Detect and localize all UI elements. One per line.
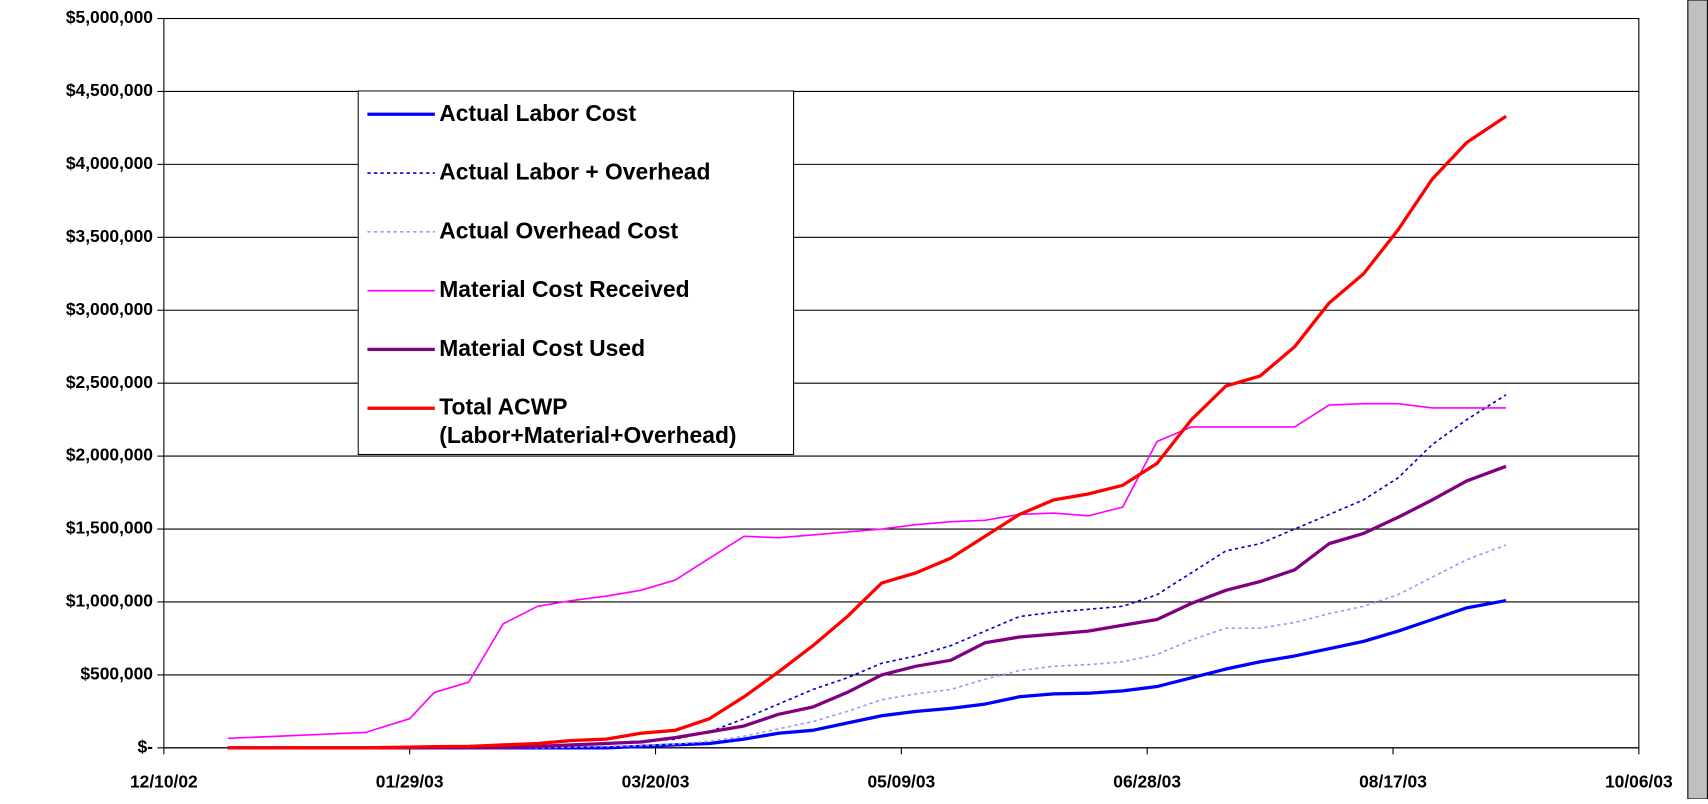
- y-tick-label: $2,500,000: [66, 372, 153, 392]
- legend-label: Actual Overhead Cost: [439, 218, 679, 244]
- legend-item: Actual Labor Cost: [359, 100, 793, 159]
- series-line: [227, 402, 1507, 740]
- x-tick-label: 10/06/03: [1605, 771, 1673, 791]
- legend-label: Actual Labor + Overhead: [439, 160, 711, 186]
- y-tick-label: $-: [137, 736, 153, 756]
- legend-label: Material Cost Received: [439, 277, 690, 303]
- y-tick-label: $3,000,000: [66, 299, 153, 319]
- legend-swatch: [367, 289, 435, 292]
- x-tick-label: 06/28/03: [1113, 771, 1181, 791]
- y-tick-label: $5,000,000: [66, 7, 153, 27]
- y-tick-label: $1,000,000: [66, 591, 153, 611]
- legend-swatch: [367, 406, 435, 410]
- legend-item: Actual Labor + Overhead: [359, 159, 793, 218]
- x-tick-label: 12/10/02: [130, 771, 198, 791]
- legend-swatch: [367, 231, 435, 233]
- series-line: [227, 464, 1507, 750]
- side-panel: [1687, 0, 1708, 800]
- y-tick-label: $4,500,000: [66, 80, 153, 100]
- legend-label: Actual Labor Cost: [439, 101, 637, 127]
- y-tick-label: $500,000: [80, 663, 153, 683]
- series-line: [227, 114, 1507, 750]
- y-tick-label: $1,500,000: [66, 518, 153, 538]
- legend-item: Actual Overhead Cost: [359, 218, 793, 277]
- x-tick-label: 01/29/03: [376, 771, 444, 791]
- legend-swatch: [367, 172, 435, 174]
- legend-label: Total ACWP (Labor+Material+Overhead): [439, 395, 737, 449]
- legend-box: Actual Labor Cost Actual Labor + Overhead…: [357, 90, 795, 456]
- y-tick-label: $2,000,000: [66, 445, 153, 465]
- x-tick-label: 08/17/03: [1359, 771, 1427, 791]
- legend-item: Material Cost Used: [359, 335, 793, 394]
- x-tick-label: 05/09/03: [867, 771, 935, 791]
- plot-frame: [163, 17, 1640, 749]
- y-tick-label: $3,500,000: [66, 226, 153, 246]
- y-tick-label: $4,000,000: [66, 153, 153, 173]
- legend: Actual Labor Cost Actual Labor + Overhead…: [357, 90, 795, 456]
- legend-item: Material Cost Received: [359, 276, 793, 335]
- legend-swatch: [367, 112, 435, 116]
- legend-item: Total ACWP (Labor+Material+Overhead): [359, 394, 793, 453]
- plot-area: $- $500,000 $1,000,000 $1,500,000 $2,000,000…: [66, 7, 1673, 791]
- legend-label: Material Cost Used: [439, 336, 646, 362]
- series-line: [227, 598, 1507, 750]
- legend-swatch: [367, 347, 435, 352]
- x-tick-label: 03/20/03: [622, 771, 690, 791]
